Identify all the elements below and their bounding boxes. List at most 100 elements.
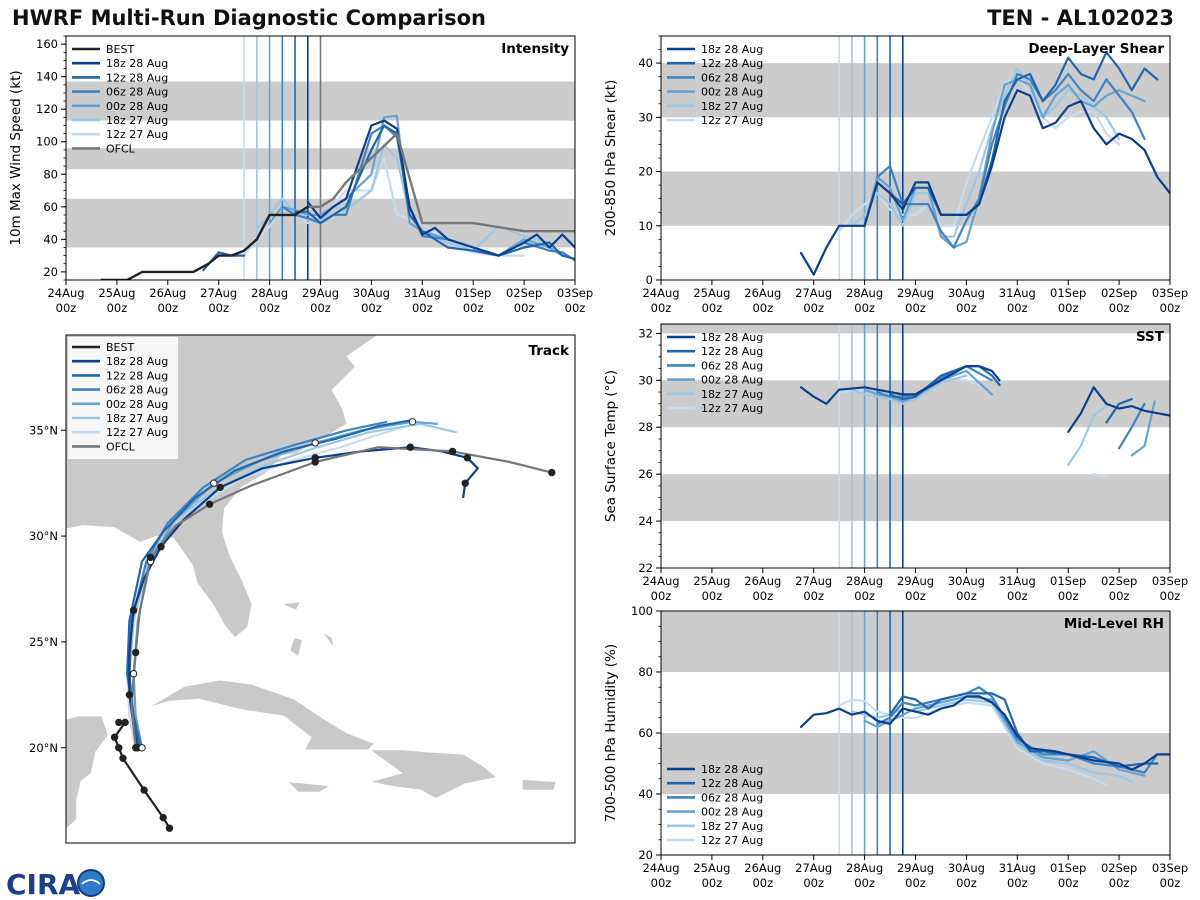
intensity-xtick-label: 29Aug (302, 286, 339, 300)
sst-xtick-sublabel: 00z (1109, 589, 1130, 603)
shear-plot-area (661, 36, 1170, 280)
sst-series-3 (863, 369, 994, 403)
shear-ytick-label: 30 (638, 110, 653, 124)
intensity-xtick-sublabel: 00z (208, 301, 229, 315)
rh-xtick-sublabel: 00z (702, 876, 723, 890)
rh-legend-label: 18z 28 Aug (701, 763, 763, 776)
intensity-xtick-label: 31Aug (404, 286, 441, 300)
shear-band-0 (661, 171, 1170, 226)
intensity-ytick-label: 20 (43, 265, 58, 279)
sst-xtick-label: 24Aug (642, 574, 679, 588)
sst-series-1 (888, 365, 1001, 401)
rh-panel: 2040608010024Aug00z25Aug00z26Aug00z27Aug… (603, 604, 1188, 890)
sst-xtick-label: 01Sep (1050, 574, 1086, 588)
shear-legend-label: 18z 28 Aug (701, 43, 763, 56)
track-ytick-label: 25°N (29, 635, 58, 649)
rh-xtick-sublabel: 00z (905, 876, 926, 890)
rh-series-0 (799, 695, 1170, 771)
sst-xtick-sublabel: 00z (905, 589, 926, 603)
track-legend-background (68, 337, 178, 459)
track-point-open (408, 418, 417, 426)
intensity-xtick-sublabel: 00z (412, 301, 433, 315)
shear-xtick-sublabel: 00z (956, 301, 977, 315)
rh-ytick-label: 40 (638, 787, 653, 801)
sst-legend-label: 18z 27 Aug (701, 388, 763, 401)
shear-xtick-sublabel: 00z (854, 301, 875, 315)
shear-ytick-label: 10 (638, 219, 653, 233)
rh-xtick-sublabel: 00z (956, 876, 977, 890)
intensity-xtick-label: 27Aug (200, 286, 237, 300)
shear-ytick-label: 40 (638, 56, 653, 70)
land-yucatan (66, 715, 109, 830)
shear-xtick-sublabel: 00z (1160, 301, 1181, 315)
track-point-open (129, 670, 138, 678)
shear-ytick-label: 20 (638, 165, 653, 179)
shear-legend-label: 12z 27 Aug (701, 114, 763, 127)
intensity-xtick-sublabel: 00z (310, 301, 331, 315)
track-best-point (159, 813, 167, 822)
shear-xtick-sublabel: 00z (651, 301, 672, 315)
rh-xtick-label: 31Aug (999, 861, 1036, 875)
rh-xtick-sublabel: 00z (1058, 876, 1079, 890)
shear-xtick-label: 03Sep (1152, 286, 1188, 300)
track-legend-label: 06z 28 Aug (106, 384, 168, 397)
sst-ytick-label: 22 (638, 561, 653, 575)
shear-xtick-label: 02Sep (1101, 286, 1137, 300)
track-legend-label: 12z 28 Aug (106, 369, 168, 382)
rh-xtick-sublabel: 00z (803, 876, 824, 890)
track-best-point (115, 744, 123, 752)
storm-title: TEN - AL102023 (987, 6, 1174, 30)
intensity-legend-label: 18z 27 Aug (106, 114, 168, 127)
land-bahamas-3 (321, 630, 335, 649)
intensity-legend-label: OFCL (106, 142, 136, 155)
rh-xtick-label: 27Aug (795, 861, 832, 875)
sst-xtick-label: 29Aug (897, 574, 934, 588)
rh-legend-label: 18z 27 Aug (701, 820, 763, 833)
rh-xtick-label: 24Aug (642, 861, 679, 875)
rh-panel-title: Mid-Level RH (1064, 616, 1164, 632)
sst-late-series-1 (1105, 398, 1133, 424)
shear-series-3 (863, 78, 1146, 249)
rh-xtick-label: 28Aug (846, 861, 883, 875)
sst-ytick-label: 32 (638, 326, 653, 340)
shear-xtick-sublabel: 00z (1007, 301, 1028, 315)
land-jamaica (286, 781, 332, 793)
sst-xtick-label: 02Sep (1101, 574, 1137, 588)
shear-ylabel: 200-850 hPa Shear (kt) (603, 80, 619, 237)
sst-late-series-0 (1067, 386, 1170, 433)
track-point-filled (463, 454, 471, 462)
intensity-xtick-sublabel: 00z (107, 301, 128, 315)
rh-xtick-label: 29Aug (897, 861, 934, 875)
intensity-panel-title: Intensity (501, 41, 569, 57)
sst-xtick-sublabel: 00z (1007, 589, 1028, 603)
rh-xtick-label: 02Sep (1101, 861, 1137, 875)
sst-panel: 22242628303224Aug00z25Aug00z26Aug00z27Au… (603, 323, 1188, 603)
rh-ytick-label: 80 (638, 665, 653, 679)
track-legend-label: 18z 27 Aug (106, 412, 168, 425)
intensity-xtick-label: 03Sep (557, 286, 593, 300)
sst-xtick-label: 26Aug (744, 574, 781, 588)
rh-xtick-sublabel: 00z (1109, 876, 1130, 890)
intensity-legend-label: 12z 28 Aug (106, 71, 168, 84)
shear-xtick-label: 27Aug (795, 286, 832, 300)
intensity-ytick-label: 40 (43, 232, 58, 246)
intensity-legend-label: BEST (106, 43, 134, 56)
intensity-legend-label: 18z 28 Aug (106, 57, 168, 70)
rh-plot-area (661, 611, 1170, 855)
track-ofcl-point (146, 553, 155, 561)
sst-xtick-sublabel: 00z (956, 589, 977, 603)
rh-legend-label: 06z 28 Aug (701, 791, 763, 804)
rh-xtick-label: 01Sep (1050, 861, 1086, 875)
sst-late-series-2 (1117, 402, 1146, 450)
shear-panel: 01020304024Aug00z25Aug00z26Aug00z27Aug00… (603, 35, 1188, 315)
intensity-xtick-label: 28Aug (251, 286, 288, 300)
sst-panel-title: SST (1136, 329, 1165, 345)
intensity-xtick-sublabel: 00z (565, 301, 586, 315)
sst-xtick-sublabel: 00z (752, 589, 773, 603)
track-ofcl-point (311, 458, 319, 466)
land-puerto-rico (521, 779, 557, 791)
sst-ytick-label: 24 (638, 514, 653, 528)
sst-late-series-5 (1092, 473, 1108, 478)
